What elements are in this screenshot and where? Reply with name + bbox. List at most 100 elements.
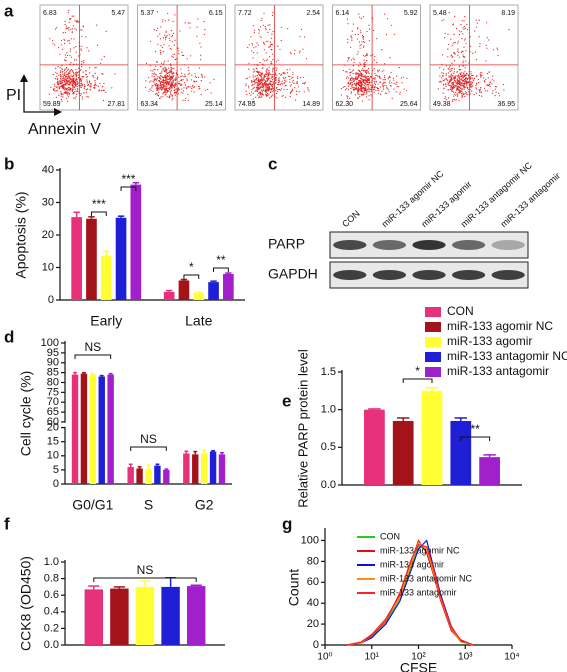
flow-dot bbox=[465, 77, 467, 79]
flow-dot bbox=[289, 68, 291, 70]
flow-dot bbox=[350, 77, 352, 79]
flow-dot bbox=[452, 23, 454, 25]
flow-dot bbox=[299, 50, 301, 52]
flow-dot bbox=[450, 87, 452, 89]
flow-dot bbox=[474, 30, 476, 32]
flow-dot bbox=[65, 80, 68, 82]
flow-dot bbox=[270, 43, 272, 46]
y-tick-label: 95 bbox=[47, 347, 59, 359]
quadrant-label: 5.48 bbox=[433, 10, 447, 17]
flow-dot bbox=[167, 87, 169, 89]
flow-dot bbox=[303, 82, 305, 84]
flow-dot bbox=[380, 77, 382, 80]
flow-dot bbox=[163, 62, 165, 64]
flow-dot bbox=[65, 90, 67, 92]
flow-dot bbox=[494, 88, 496, 90]
y-tick-label: 5 bbox=[53, 464, 59, 476]
flow-dot bbox=[363, 88, 365, 91]
flow-dot bbox=[262, 89, 264, 91]
flow-dot bbox=[87, 96, 89, 98]
flow-dot bbox=[65, 78, 67, 80]
flow-dot bbox=[162, 37, 164, 39]
flow-dot bbox=[264, 84, 266, 86]
flow-dot bbox=[173, 79, 175, 81]
flow-dot bbox=[463, 39, 466, 41]
flow-dot bbox=[454, 15, 456, 17]
flow-dot bbox=[58, 82, 60, 84]
flow-dot bbox=[266, 69, 268, 71]
flow-dot bbox=[457, 42, 459, 44]
flow-dot bbox=[272, 12, 274, 14]
flow-dot bbox=[459, 79, 461, 81]
flow-dot bbox=[62, 73, 64, 75]
flow-dot bbox=[272, 81, 274, 83]
flow-dot bbox=[88, 83, 90, 85]
flow-dot bbox=[351, 86, 353, 88]
y-tick-label: 80 bbox=[47, 376, 59, 388]
flow-dot bbox=[352, 57, 354, 59]
flow-plot-frame bbox=[234, 4, 324, 111]
flow-dot bbox=[256, 82, 258, 84]
flow-dot bbox=[96, 77, 98, 79]
flow-dot bbox=[162, 87, 164, 89]
flow-dot bbox=[475, 84, 477, 87]
significance-label: NS bbox=[140, 432, 157, 446]
flow-dot bbox=[163, 89, 165, 91]
flow-dot bbox=[194, 73, 196, 75]
flow-dot bbox=[295, 99, 297, 101]
flow-dot bbox=[368, 71, 370, 73]
flow-dot bbox=[168, 37, 170, 39]
flow-dot bbox=[474, 51, 476, 53]
flow-dot bbox=[178, 53, 180, 55]
flow-dot bbox=[365, 80, 367, 82]
bar bbox=[209, 451, 217, 484]
flow-dot bbox=[71, 80, 73, 82]
flow-dot bbox=[280, 88, 283, 90]
flow-dot bbox=[370, 76, 372, 78]
flow-dot bbox=[451, 99, 454, 101]
flow-dot bbox=[53, 89, 55, 91]
flow-dot bbox=[370, 91, 372, 93]
flow-dot bbox=[352, 73, 354, 75]
flow-dot bbox=[472, 74, 474, 77]
flow-dot bbox=[454, 99, 456, 101]
flow-dot bbox=[457, 54, 459, 57]
flow-dot bbox=[450, 73, 452, 75]
flow-dot bbox=[444, 32, 446, 35]
flow-dot bbox=[54, 44, 56, 46]
flow-dot bbox=[365, 87, 367, 89]
flow-dot bbox=[455, 75, 457, 77]
flow-dot bbox=[458, 69, 460, 71]
flow-dot bbox=[257, 87, 259, 89]
flow-dot bbox=[198, 86, 200, 88]
bar bbox=[479, 457, 500, 485]
flow-dot bbox=[443, 84, 445, 86]
flow-dot bbox=[272, 86, 274, 88]
flow-dot bbox=[373, 82, 376, 84]
flow-dot bbox=[189, 86, 191, 88]
flow-dot bbox=[166, 83, 168, 86]
bar bbox=[127, 467, 134, 484]
flow-dot bbox=[439, 67, 441, 69]
flow-dot bbox=[366, 53, 368, 55]
flow-dot bbox=[175, 88, 177, 90]
flow-dot bbox=[299, 35, 301, 38]
flow-dot bbox=[166, 87, 168, 90]
flow-dot bbox=[486, 47, 488, 49]
flow-dot bbox=[169, 39, 171, 41]
flow-dot bbox=[73, 85, 75, 87]
flow-dot bbox=[466, 78, 468, 81]
flow-dot bbox=[280, 89, 282, 91]
flow-dot bbox=[157, 84, 159, 86]
flow-dot bbox=[302, 48, 304, 50]
flow-dot bbox=[267, 84, 269, 87]
flow-dot bbox=[397, 86, 400, 88]
flow-dot bbox=[359, 30, 362, 32]
flow-dot bbox=[359, 82, 361, 84]
flow-dot bbox=[268, 78, 270, 80]
flow-dot bbox=[362, 80, 364, 82]
flow-dot bbox=[480, 72, 482, 74]
flow-dot bbox=[368, 72, 370, 74]
flow-dot bbox=[263, 78, 265, 80]
flow-dot bbox=[369, 81, 371, 83]
